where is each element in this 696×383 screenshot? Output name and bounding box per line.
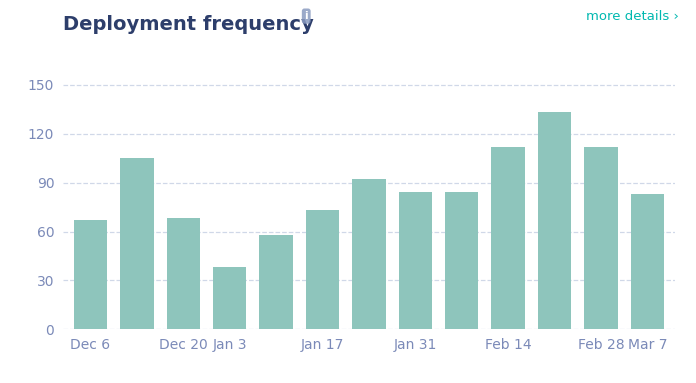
Bar xyxy=(213,267,246,329)
Bar xyxy=(445,192,478,329)
Bar xyxy=(260,235,293,329)
Bar xyxy=(120,158,154,329)
Bar xyxy=(538,113,571,329)
Bar xyxy=(631,194,664,329)
Bar xyxy=(166,218,200,329)
Bar xyxy=(491,147,525,329)
Text: Deployment frequency: Deployment frequency xyxy=(63,15,313,34)
Text: more details ›: more details › xyxy=(586,10,679,23)
Bar xyxy=(74,220,107,329)
Text: i: i xyxy=(304,11,308,21)
Bar xyxy=(584,147,617,329)
Bar xyxy=(306,210,339,329)
Bar xyxy=(399,192,432,329)
Bar xyxy=(352,179,386,329)
